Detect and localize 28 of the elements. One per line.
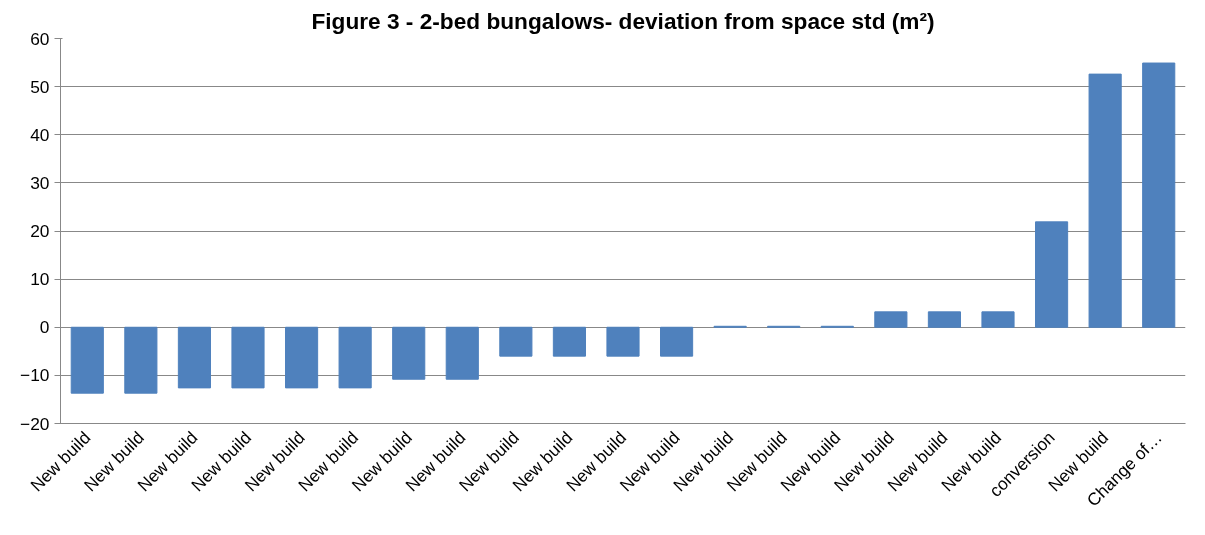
bar xyxy=(1035,221,1069,328)
y-tick-label: 60 xyxy=(30,28,50,49)
bar xyxy=(660,326,694,357)
y-tick-label: 0 xyxy=(39,317,50,338)
bar xyxy=(1142,62,1176,328)
bar xyxy=(70,326,104,394)
y-tick-label: 20 xyxy=(30,221,50,241)
y-tick-label: 40 xyxy=(30,124,50,145)
bar xyxy=(285,326,319,389)
bar xyxy=(552,326,586,357)
bar xyxy=(606,326,640,357)
bar xyxy=(499,326,533,357)
bar xyxy=(231,326,265,389)
y-tick-label: 30 xyxy=(30,172,50,193)
bar xyxy=(445,326,479,380)
bar xyxy=(392,326,426,380)
bar xyxy=(981,311,1015,328)
y-tick-label: 50 xyxy=(30,76,50,97)
bar xyxy=(1088,73,1122,328)
y-tick-label: −20 xyxy=(20,413,50,434)
bar xyxy=(124,326,158,394)
bar xyxy=(874,311,908,328)
bar xyxy=(338,326,372,389)
bar xyxy=(927,311,961,328)
chart-title: Figure 3 - 2-bed bungalows- deviation from space std (m²) xyxy=(311,7,935,34)
y-tick-label: 10 xyxy=(30,269,50,290)
bar xyxy=(177,326,211,389)
y-tick-label: −10 xyxy=(20,365,50,386)
